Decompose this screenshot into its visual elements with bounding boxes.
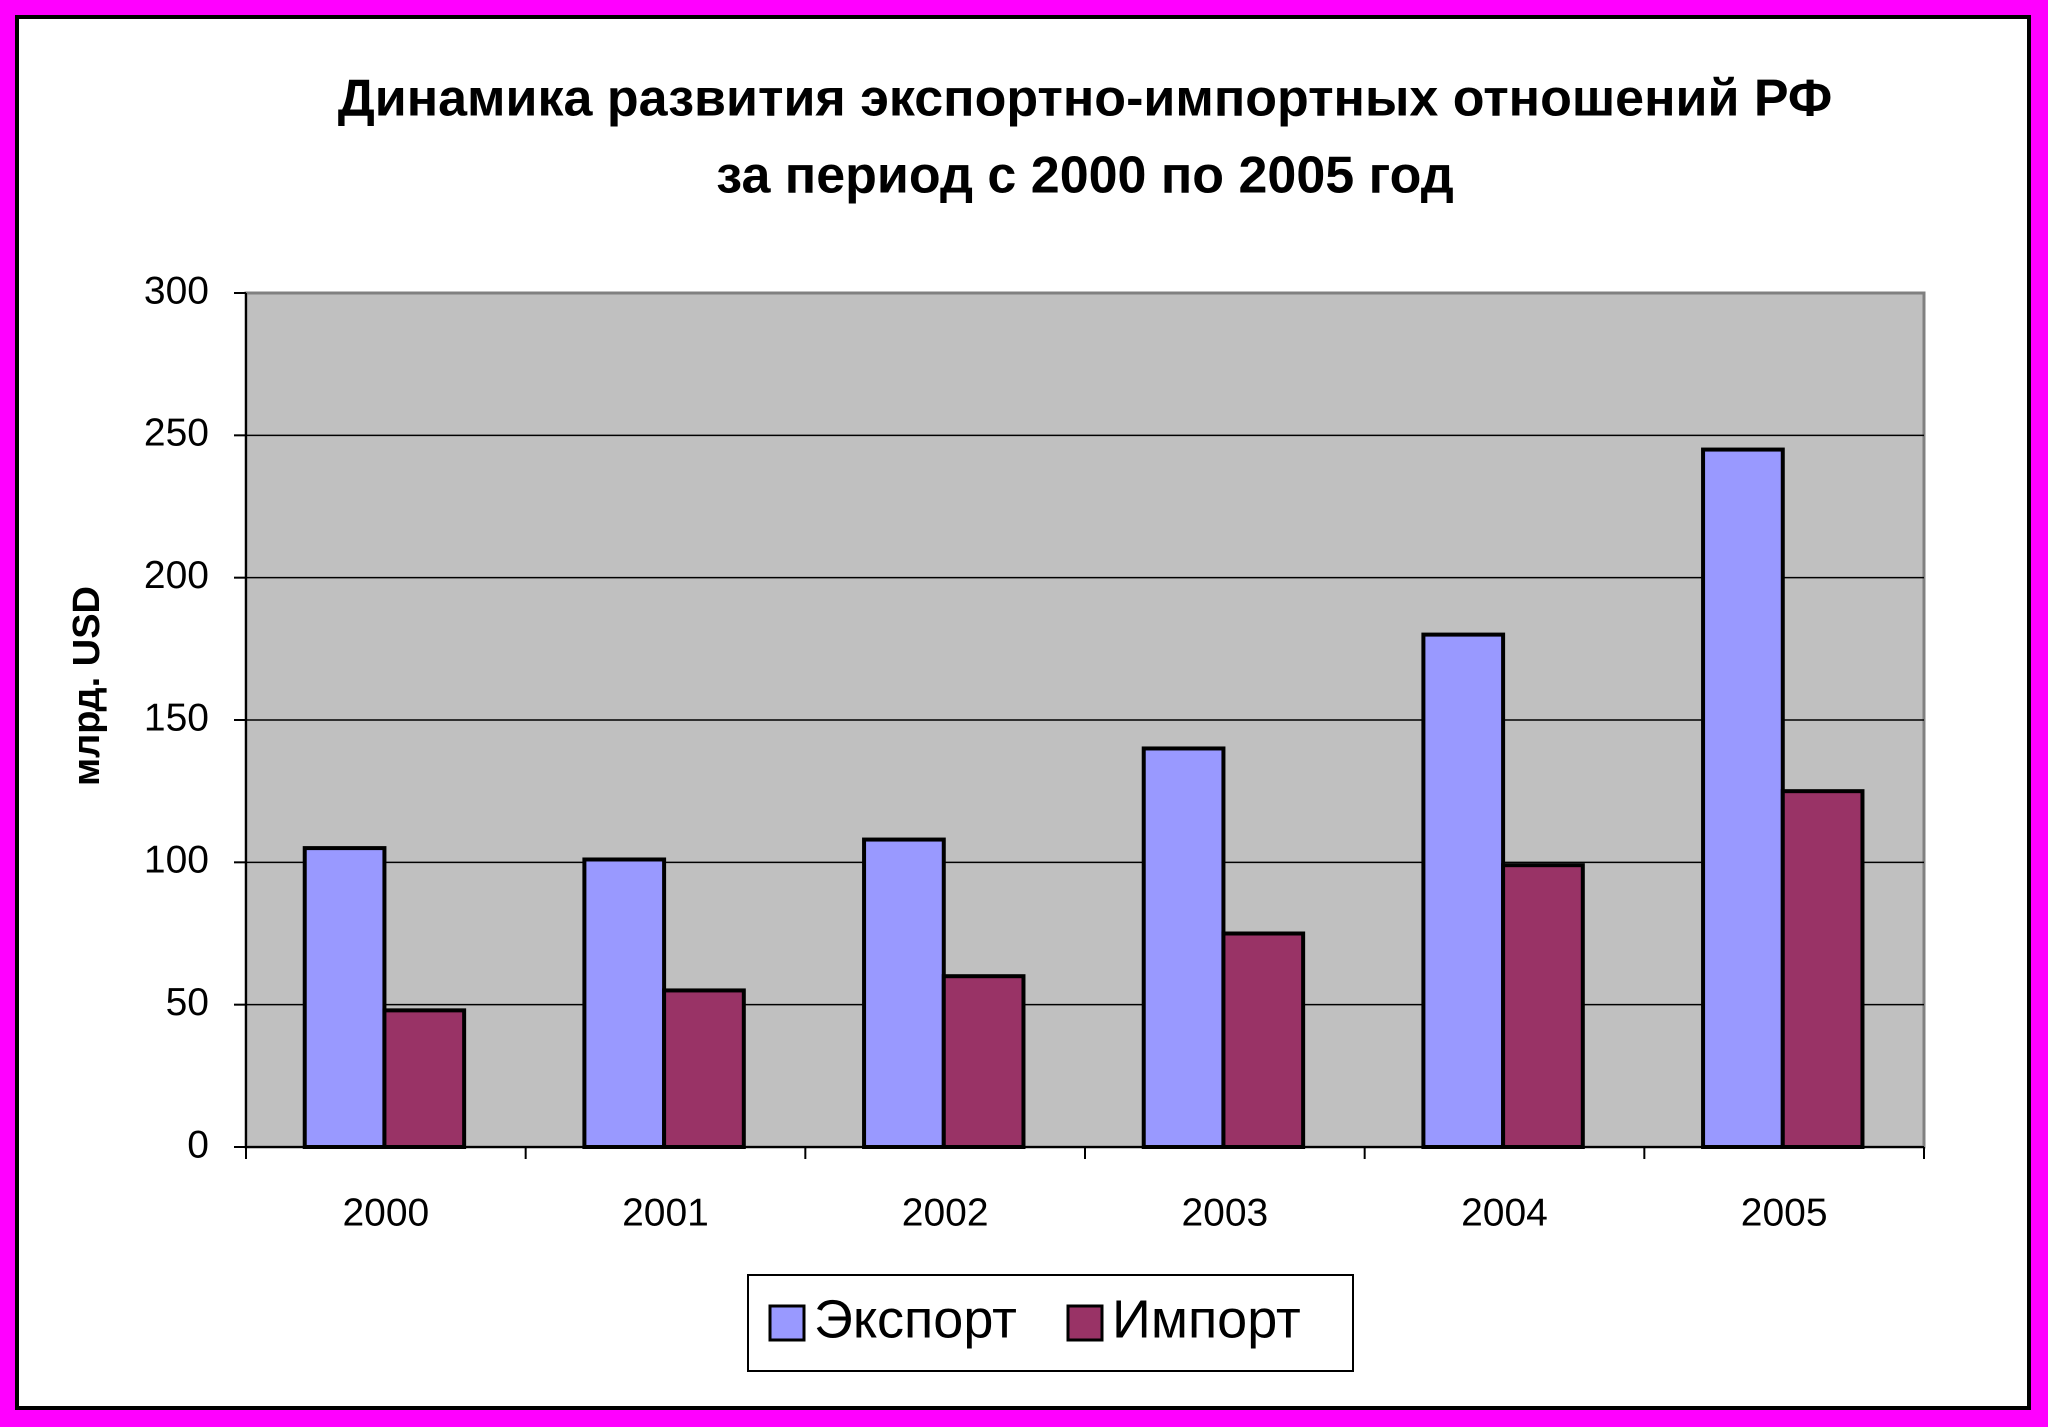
x-tick-label: 2001 [622,1191,709,1234]
bar [382,1008,467,1149]
y-axis-label: млрд. USD [66,586,108,786]
x-tick-label: 2003 [1181,1191,1268,1234]
y-tick-label: 250 [144,412,209,455]
x-tick-label: 2004 [1461,1191,1548,1234]
legend-swatch [768,1304,806,1342]
chart-title: Динамика развития экспортно-импортных от… [338,70,1833,128]
legend-swatch [1066,1304,1104,1342]
chart-title: за период с 2000 по 2005 год [716,147,1453,205]
y-tick-label: 150 [144,696,209,739]
bar [862,837,946,1149]
y-tick-label: 100 [144,839,209,882]
bar [941,974,1026,1150]
legend [747,1274,1354,1372]
y-tick-label: 200 [144,554,209,597]
y-tick-label: 50 [166,981,209,1024]
legend-label: Импорт [1112,1289,1301,1349]
bar [582,857,667,1150]
bar [1141,746,1226,1149]
x-tick-label: 2000 [342,1191,429,1234]
bar [1221,931,1306,1149]
x-tick-label: 2002 [902,1191,989,1234]
bar [1421,632,1506,1149]
y-tick-label: 300 [144,269,209,312]
x-tick-label: 2005 [1741,1191,1828,1234]
bar [1501,863,1585,1149]
y-tick-label: 0 [187,1123,209,1166]
bar [662,988,746,1150]
bar [302,846,387,1149]
bar [1780,789,1865,1150]
legend-label: Экспорт [814,1289,1017,1349]
bar [1701,447,1785,1150]
